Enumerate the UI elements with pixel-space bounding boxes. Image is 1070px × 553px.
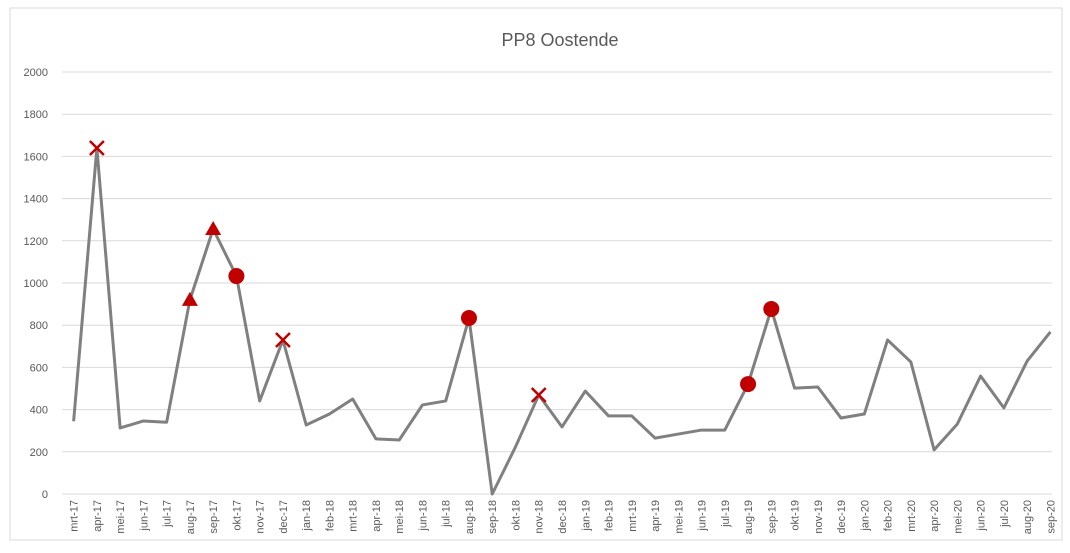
x-tick-label: dec-18 — [557, 500, 569, 534]
marker-circle — [763, 300, 780, 317]
x-tick-label: mrt-17 — [69, 500, 81, 532]
marker-x — [530, 387, 547, 403]
x-tick-label: jan-19 — [580, 500, 592, 532]
y-tick-label: 1200 — [24, 236, 48, 248]
x-tick-label: mei-19 — [673, 500, 685, 534]
x-tick-label: sep-18 — [487, 500, 499, 534]
x-tick-label: jul-19 — [720, 500, 732, 528]
x-tick-label: apr-19 — [650, 500, 662, 532]
x-tick-label: jun-18 — [417, 500, 429, 532]
x-tick-label: jun-20 — [976, 500, 988, 532]
x-tick-label: jun-19 — [697, 500, 709, 532]
x-tick-label: feb-20 — [883, 500, 895, 531]
x-tick-label: mrt-18 — [348, 500, 360, 532]
x-tick-label: jan-20 — [859, 500, 871, 532]
y-tick-label: 400 — [30, 405, 48, 417]
x-tick-label: aug-20 — [1022, 500, 1034, 534]
x-tick-label: jul-17 — [162, 500, 174, 528]
y-tick-label: 2000 — [24, 67, 48, 79]
x-tick-label: nov-19 — [813, 500, 825, 534]
x-tick-label: mrt-19 — [627, 500, 639, 532]
x-tick-label: dec-19 — [836, 500, 848, 534]
x-tick-label: sep-19 — [766, 500, 778, 534]
x-tick-label: jun-17 — [138, 500, 150, 532]
y-tick-label: 1000 — [24, 278, 48, 290]
x-tick-label: nov-17 — [255, 500, 267, 534]
y-tick-label: 0 — [42, 489, 48, 501]
x-tick-label: aug-17 — [185, 500, 197, 534]
marker-circle — [228, 268, 245, 285]
y-tick-label: 800 — [30, 320, 48, 332]
x-tick-label: mei-17 — [115, 500, 127, 534]
chart-border — [9, 7, 1063, 541]
x-tick-label: mei-20 — [952, 500, 964, 534]
marker-circle — [460, 310, 477, 327]
marker-triangle — [181, 291, 198, 306]
x-tick-label: sep-20 — [1045, 500, 1057, 534]
marker-x — [275, 332, 291, 348]
x-tick-label: okt-17 — [231, 500, 243, 531]
marker-circle — [740, 376, 757, 393]
y-tick-label: 1600 — [24, 151, 48, 163]
marker-triangle — [205, 220, 222, 235]
x-tick-label: okt-19 — [790, 500, 802, 531]
x-tick-label: feb-18 — [324, 500, 336, 531]
x-tick-label: apr-17 — [92, 500, 104, 532]
x-tick-label: nov-18 — [534, 500, 546, 534]
x-tick-label: dec-17 — [278, 500, 290, 534]
y-tick-label: 1800 — [24, 109, 48, 121]
marker-x — [88, 140, 105, 156]
x-tick-label: jul-18 — [441, 500, 453, 528]
x-tick-label: okt-18 — [510, 500, 522, 531]
x-tick-label: sep-17 — [208, 500, 220, 534]
x-tick-label: mrt-20 — [906, 500, 918, 532]
y-tick-label: 1400 — [24, 194, 48, 206]
x-tick-label: mei-18 — [394, 500, 406, 534]
x-tick-label: jan-18 — [301, 500, 313, 532]
x-tick-label: aug-19 — [743, 500, 755, 534]
y-tick-label: 600 — [30, 362, 48, 374]
x-tick-label: aug-18 — [464, 500, 476, 534]
x-tick-label: apr-20 — [929, 500, 941, 532]
x-tick-label: feb-19 — [604, 500, 616, 531]
x-tick-label: apr-18 — [371, 500, 383, 532]
x-tick-label: jul-20 — [999, 500, 1011, 528]
chart-title: PP8 Oostende — [501, 30, 618, 50]
y-tick-label: 200 — [30, 447, 48, 459]
